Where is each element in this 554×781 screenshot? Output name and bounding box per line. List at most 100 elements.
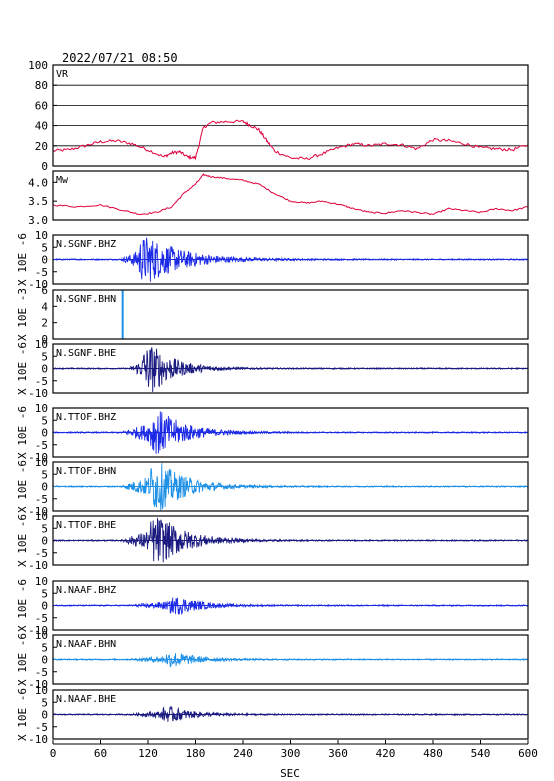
- x-tick-label: 180: [186, 747, 206, 760]
- y-tick-label: -10: [28, 559, 48, 572]
- y-tick-label: 80: [35, 79, 48, 92]
- panel-label: N.SGNF.BHE: [56, 348, 116, 359]
- y-tick-label: -5: [35, 612, 48, 625]
- y-tick-label: -10: [28, 278, 48, 291]
- panel-frame: [52, 170, 529, 221]
- panel-label: N.TTOF.BHN: [56, 466, 116, 477]
- y-axis-label: X 10E -6: [16, 688, 29, 741]
- y-tick-label: 20: [35, 140, 48, 153]
- panel-label: N.NAAF.BHN: [56, 639, 116, 650]
- panel-label: N.SGNF.BHN: [56, 294, 116, 305]
- x-tick-label: 60: [94, 747, 107, 760]
- panel-label: N.SGNF.BHZ: [56, 239, 116, 250]
- y-tick-label: 60: [35, 99, 48, 112]
- y-tick-label: -10: [28, 678, 48, 691]
- y-tick-label: 10: [35, 402, 48, 415]
- panel-mw: 3.0 3.5 4.0 Mw: [28, 170, 529, 227]
- panel-label: N.NAAF.BHE: [56, 694, 116, 705]
- x-tick-label: 360: [328, 747, 348, 760]
- y-tick-label: -5: [35, 439, 48, 452]
- y-axis-label: X 10E -6: [16, 233, 29, 286]
- y-tick-label: 5: [41, 696, 48, 709]
- x-tick-label: 480: [423, 747, 443, 760]
- y-tick-label: 2: [41, 317, 48, 330]
- y-tick-label: 4: [41, 300, 48, 313]
- panel-frame: [52, 634, 529, 685]
- y-tick-label: -5: [35, 721, 48, 734]
- x-tick-label: 0: [50, 747, 57, 760]
- series-line: [53, 119, 528, 161]
- series-line: [53, 173, 528, 216]
- x-tick-label: 540: [471, 747, 491, 760]
- panel-frame: [52, 64, 529, 167]
- panel-frame: [52, 580, 529, 631]
- y-tick-label: 0: [41, 427, 48, 440]
- panel-frame: [52, 515, 529, 566]
- y-tick-label: -5: [35, 375, 48, 388]
- y-tick-label: 5: [41, 641, 48, 654]
- timestamp-header: 2022/07/21 08:50: [62, 51, 178, 65]
- y-tick-label: 0: [41, 654, 48, 667]
- y-tick-label: -5: [35, 493, 48, 506]
- y-tick-label: 0: [41, 363, 48, 376]
- y-tick-label: -5: [35, 666, 48, 679]
- panel-n-sgnf-bhn: 0 2 4 6 X 10E -3 N.SGNF.BHN: [16, 284, 529, 346]
- y-tick-label: 0: [41, 254, 48, 267]
- y-axis-label: X 10E -6: [16, 342, 29, 395]
- y-axis-label: X 10E -6: [16, 579, 29, 632]
- panel-frame: [52, 343, 529, 394]
- y-tick-label: -10: [28, 733, 48, 746]
- y-tick-label: 5: [41, 241, 48, 254]
- y-axis-label: X 10E -6: [16, 460, 29, 513]
- y-tick-label: 0: [41, 160, 48, 173]
- y-tick-label: 3.5: [28, 195, 48, 208]
- x-tick-label: 300: [281, 747, 301, 760]
- x-tick-label: 420: [376, 747, 396, 760]
- y-axis-label: X 10E -6: [16, 633, 29, 686]
- y-tick-label: 10: [35, 510, 48, 523]
- x-tick-label: 600: [518, 747, 538, 760]
- y-tick-label: 10: [35, 575, 48, 588]
- y-tick-label: 40: [35, 120, 48, 133]
- y-tick-label: 0: [41, 535, 48, 548]
- y-axis-label: X 10E -3: [16, 288, 29, 341]
- y-tick-label: 100: [28, 59, 48, 72]
- y-tick-label: 5: [41, 350, 48, 363]
- y-tick-label: 6: [41, 284, 48, 297]
- panel-frame: [52, 289, 529, 340]
- x-axis: 0 60 120 180 240 300 360 420 480 540 600: [50, 740, 538, 760]
- x-tick-label: 120: [138, 747, 158, 760]
- y-tick-label: 0: [41, 481, 48, 494]
- y-tick-label: 10: [35, 338, 48, 351]
- panel-frame: [52, 461, 529, 512]
- x-axis-label: SEC: [280, 767, 300, 780]
- panel-frame: [52, 689, 529, 740]
- waveform: [53, 347, 528, 393]
- y-tick-label: 5: [41, 522, 48, 535]
- y-tick-label: -10: [28, 387, 48, 400]
- x-tick-label: 240: [233, 747, 253, 760]
- y-tick-label: 5: [41, 468, 48, 481]
- panel-label: Mw: [56, 175, 69, 186]
- y-tick-label: -5: [35, 547, 48, 560]
- y-tick-label: 10: [35, 684, 48, 697]
- y-tick-label: 5: [41, 414, 48, 427]
- y-tick-label: -10: [28, 451, 48, 464]
- y-tick-label: 10: [35, 229, 48, 242]
- panel-frame: [52, 234, 529, 285]
- y-tick-label: 0: [41, 600, 48, 613]
- y-axis-label: X 10E -6: [16, 514, 29, 567]
- y-tick-label: 0: [41, 709, 48, 722]
- y-tick-label: 4.0: [28, 176, 48, 189]
- y-tick-label: 10: [35, 629, 48, 642]
- y-tick-label: 10: [35, 456, 48, 469]
- y-tick-label: -10: [28, 624, 48, 637]
